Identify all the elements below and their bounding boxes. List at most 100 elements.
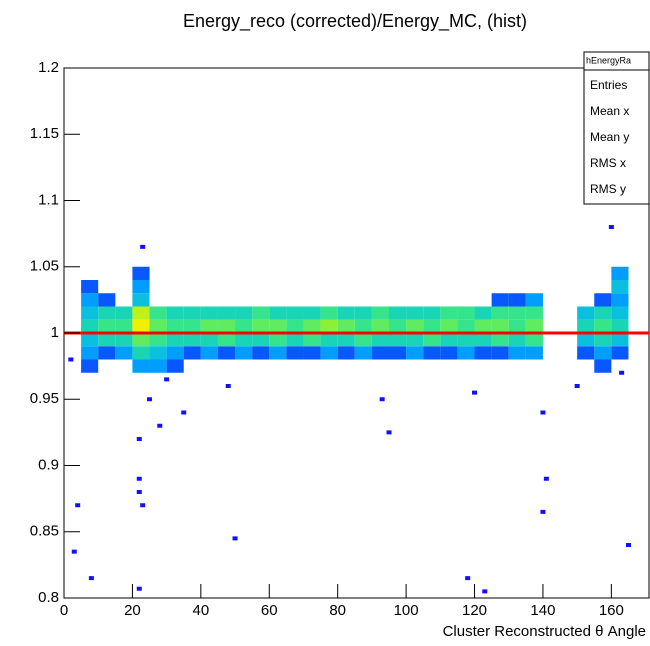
y-tick-label: 1.05 (30, 258, 59, 275)
hist-cell (337, 306, 355, 320)
hist-cell (474, 346, 492, 360)
hist-cell (320, 333, 338, 347)
hist-cell (149, 333, 167, 347)
hist-cell (371, 333, 389, 347)
hist-cell (525, 306, 543, 320)
hist-cell (577, 333, 595, 347)
stats-row: Mean y (590, 130, 629, 144)
hist-cell (611, 346, 629, 360)
hist-cell (457, 333, 475, 347)
x-tick-label: 40 (192, 602, 209, 619)
hist-cell (98, 306, 116, 320)
hist-cell (149, 359, 167, 373)
hist-cell (491, 346, 509, 360)
hist-cell (440, 346, 458, 360)
hist-cell (423, 319, 441, 333)
hist-point (225, 384, 231, 388)
hist-point (75, 503, 81, 508)
hist-cell (508, 319, 526, 333)
plot-area (68, 225, 631, 594)
hist-point (88, 576, 94, 581)
x-axis-label: Cluster Reconstructed θ Angle (443, 623, 646, 640)
hist-cell (269, 319, 287, 333)
y-tick-label: 0.8 (38, 589, 59, 606)
hist-cell (98, 346, 116, 360)
hist-cell (354, 306, 372, 320)
hist-cell (611, 319, 629, 333)
y-tick-label: 1 (51, 324, 59, 341)
hist-cell (132, 319, 150, 333)
hist-cell (371, 306, 389, 320)
hist-cell (81, 333, 99, 347)
hist-cell (611, 333, 629, 347)
hist-cell (440, 333, 458, 347)
hist-cell (98, 319, 116, 333)
hist-cell (594, 306, 612, 320)
hist-cell (183, 333, 201, 347)
hist-cell (217, 333, 236, 347)
hist-cell (81, 306, 99, 320)
hist-cell (371, 346, 389, 360)
hist-cell (457, 346, 475, 360)
hist-cell (611, 280, 629, 294)
hist-cell (440, 306, 458, 320)
hist-cell (508, 293, 526, 307)
hist-cell (525, 319, 543, 333)
stats-row: RMS x (590, 156, 626, 170)
stats-frame (583, 51, 650, 205)
hist-cell (81, 280, 99, 294)
hist-cell (269, 346, 287, 360)
hist-cell (354, 319, 372, 333)
hist-cell (98, 293, 116, 307)
hist-cell (132, 306, 150, 320)
hist-point (543, 476, 549, 481)
hist-cell (115, 306, 133, 320)
y-tick-label: 0.9 (38, 456, 59, 473)
hist-cell (235, 333, 253, 347)
hist-cell (525, 333, 543, 347)
hist-cell (611, 266, 629, 280)
hist-cell (457, 319, 475, 333)
hist-cell (81, 293, 99, 307)
hist-cell (474, 333, 492, 347)
hist-cell (594, 346, 612, 360)
chart-title: Energy_reco (corrected)/Energy_MC, (hist… (183, 11, 527, 32)
hist-cell (235, 346, 253, 360)
hist-cell (577, 346, 595, 360)
hist-cell (525, 293, 543, 307)
hist-cell (320, 306, 338, 320)
hist-cell (440, 319, 458, 333)
hist-cell (491, 333, 509, 347)
hist-point (147, 397, 153, 402)
hist-cell (252, 306, 270, 320)
hist-cell (594, 359, 612, 373)
hist-cell (115, 319, 133, 333)
hist-cell (611, 306, 629, 320)
hist-point (136, 437, 142, 441)
x-tick-label: 100 (394, 602, 419, 619)
hist-cell (81, 359, 99, 373)
hist-cell (166, 359, 184, 373)
hist-cell (389, 333, 407, 347)
hist-cell (337, 333, 355, 347)
hist-cell (406, 333, 424, 347)
hist-cell (166, 319, 184, 333)
hist-cell (149, 319, 167, 333)
stats-row: RMS y (590, 182, 626, 196)
hist-point (379, 397, 385, 402)
hist-cell (132, 346, 150, 360)
hist-cell (115, 333, 133, 347)
hist-cell (217, 319, 236, 333)
hist-point (136, 476, 142, 481)
hist-cell (457, 306, 475, 320)
hist-cell (406, 346, 424, 360)
hist-cell (286, 306, 304, 320)
hist-cell (132, 266, 150, 280)
hist-point (136, 490, 142, 494)
hist-cell (81, 319, 99, 333)
hist-cell (200, 306, 218, 320)
hist-cell (491, 293, 509, 307)
hist-cell (200, 333, 218, 347)
hist-point (157, 423, 163, 428)
